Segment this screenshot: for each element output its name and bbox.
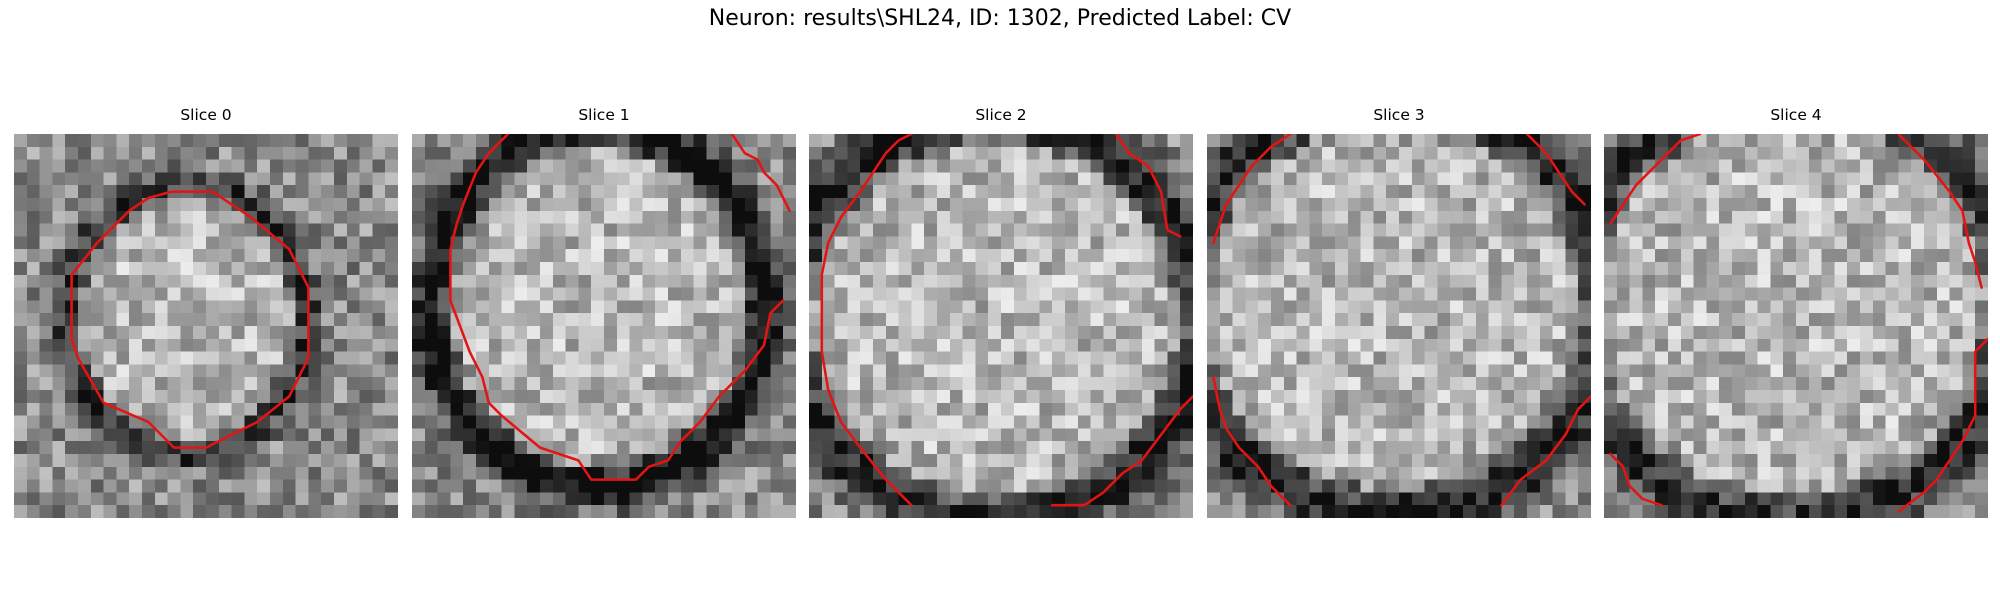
slice-title-0: Slice 0	[180, 106, 232, 124]
slice-title-3: Slice 3	[1373, 106, 1425, 124]
slice-contour-overlay-3	[1212, 134, 1591, 507]
contour-segment-4-2	[1897, 337, 1988, 513]
slice-contour-overlay-4	[1609, 134, 1988, 513]
contour-segment-4-3	[1609, 452, 1663, 507]
slice-title-2: Slice 2	[975, 106, 1027, 124]
slice-title-1: Slice 1	[578, 106, 630, 124]
slice-image-1	[412, 134, 796, 518]
slice-image-3	[1207, 134, 1591, 518]
contour-segment-0-0	[70, 190, 310, 449]
contour-segment-2-2	[1050, 395, 1193, 507]
figure-title: Neuron: results\SHL24, ID: 1302, Predict…	[708, 6, 1292, 31]
slice-image-4	[1604, 134, 1988, 518]
slice-contour-overlay-1	[449, 134, 791, 481]
slice-contour-overlay-0	[70, 190, 310, 449]
slice-image-0	[14, 134, 398, 518]
contour-segment-3-3	[1500, 395, 1591, 507]
contour-segment-2-0	[820, 134, 913, 507]
contour-segment-4-0	[1609, 134, 1702, 225]
contour-segment-3-1	[1525, 134, 1586, 206]
contour-segment-2-1	[1114, 134, 1182, 238]
slice-contour-overlay-2	[820, 134, 1193, 507]
slice-title-4: Slice 4	[1770, 106, 1822, 124]
slice-image-2	[809, 134, 1193, 518]
contour-segment-3-0	[1212, 134, 1292, 245]
contour-segment-1-1	[730, 134, 791, 213]
contour-segment-3-2	[1212, 375, 1292, 507]
contour-segment-4-1	[1897, 134, 1983, 289]
contour-segment-1-0	[449, 134, 785, 481]
